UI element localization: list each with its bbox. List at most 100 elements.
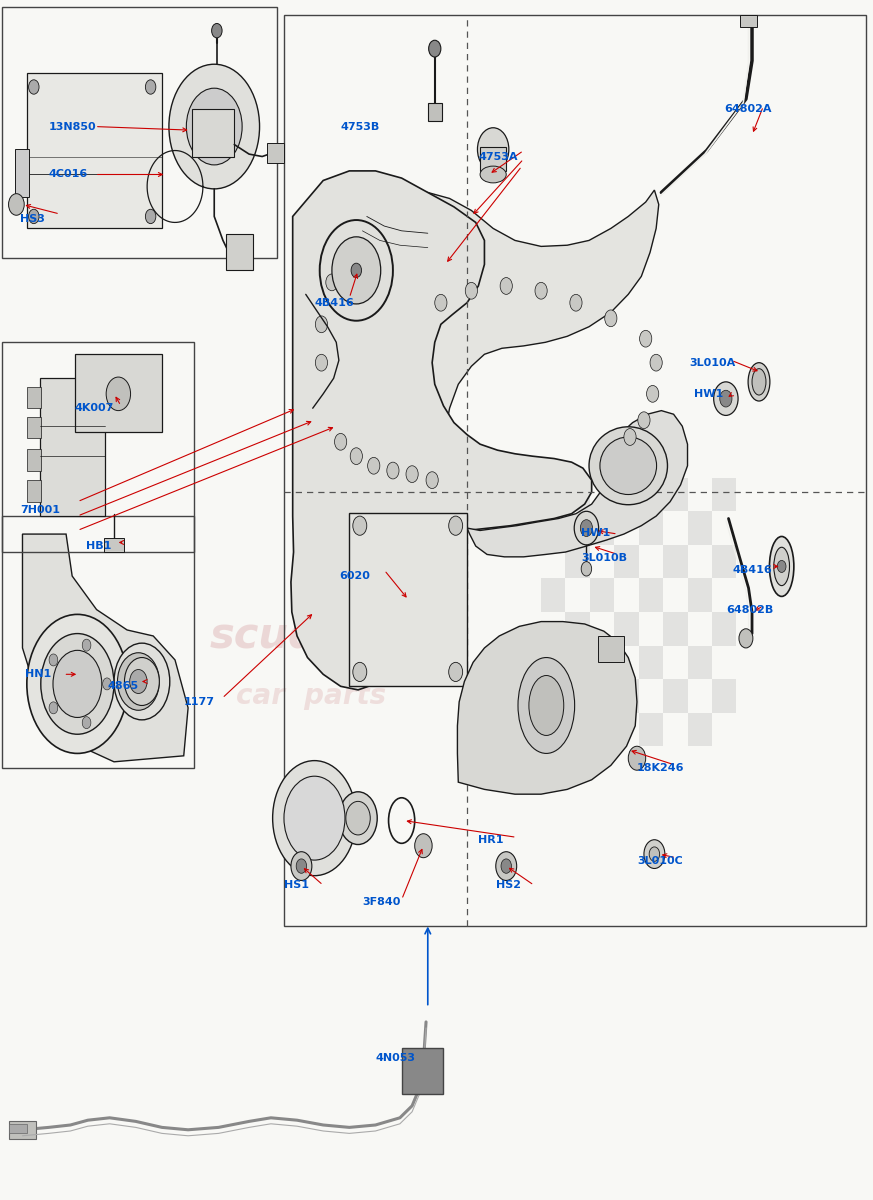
- Circle shape: [49, 702, 58, 714]
- Circle shape: [387, 462, 399, 479]
- Circle shape: [186, 88, 242, 164]
- Circle shape: [570, 294, 582, 311]
- Polygon shape: [321, 190, 659, 506]
- Bar: [27, 449, 41, 470]
- Circle shape: [574, 511, 599, 545]
- Circle shape: [320, 220, 393, 320]
- Bar: [688, 511, 711, 545]
- Bar: [27, 73, 162, 228]
- Circle shape: [650, 847, 660, 862]
- Bar: [688, 646, 711, 679]
- Bar: [27, 386, 41, 408]
- Text: 4N053: 4N053: [375, 1052, 416, 1063]
- Ellipse shape: [748, 362, 770, 401]
- Bar: [15, 149, 29, 197]
- Polygon shape: [467, 410, 688, 557]
- Text: 4K007: 4K007: [75, 403, 114, 413]
- Text: 3L010A: 3L010A: [690, 358, 736, 367]
- Bar: [663, 612, 688, 646]
- Circle shape: [353, 662, 367, 682]
- Ellipse shape: [480, 166, 506, 182]
- Text: 3F840: 3F840: [362, 898, 401, 907]
- Circle shape: [581, 520, 593, 536]
- Polygon shape: [291, 170, 592, 690]
- Bar: [688, 578, 711, 612]
- Circle shape: [351, 263, 361, 277]
- Circle shape: [284, 776, 345, 860]
- Circle shape: [211, 24, 222, 38]
- Bar: [615, 545, 639, 578]
- Circle shape: [339, 792, 377, 845]
- Bar: [10, 1121, 36, 1139]
- Circle shape: [500, 277, 512, 294]
- Circle shape: [118, 653, 160, 710]
- Text: scuderia: scuderia: [210, 614, 409, 656]
- Circle shape: [426, 472, 438, 488]
- Bar: [104, 538, 125, 552]
- Ellipse shape: [589, 427, 668, 505]
- Text: HB1: HB1: [86, 541, 112, 551]
- Bar: [590, 713, 615, 746]
- Ellipse shape: [769, 536, 794, 596]
- Circle shape: [449, 662, 463, 682]
- Bar: [566, 545, 590, 578]
- Circle shape: [581, 562, 592, 576]
- Circle shape: [465, 282, 478, 299]
- Circle shape: [406, 466, 418, 482]
- Circle shape: [435, 294, 447, 311]
- Circle shape: [146, 209, 156, 223]
- Bar: [711, 478, 736, 511]
- Circle shape: [29, 209, 39, 223]
- Circle shape: [146, 80, 156, 94]
- Circle shape: [326, 274, 338, 290]
- Bar: [739, 16, 757, 28]
- Bar: [27, 416, 41, 438]
- Circle shape: [739, 629, 753, 648]
- Circle shape: [82, 716, 91, 728]
- Bar: [663, 478, 688, 511]
- Bar: [688, 713, 711, 746]
- Bar: [541, 511, 566, 545]
- Circle shape: [9, 193, 24, 215]
- Circle shape: [41, 634, 114, 734]
- Bar: [225, 234, 253, 270]
- Circle shape: [334, 433, 347, 450]
- Bar: [615, 478, 639, 511]
- Text: 1177: 1177: [183, 697, 215, 707]
- Bar: [75, 354, 162, 432]
- Text: HW1: HW1: [694, 389, 723, 398]
- Circle shape: [713, 382, 738, 415]
- Bar: [3, 516, 194, 768]
- Bar: [266, 143, 284, 162]
- Bar: [711, 612, 736, 646]
- Circle shape: [168, 65, 259, 188]
- Text: 4B416: 4B416: [732, 565, 773, 575]
- Circle shape: [49, 654, 58, 666]
- Bar: [3, 7, 277, 258]
- Bar: [615, 679, 639, 713]
- Text: HS1: HS1: [284, 881, 309, 890]
- Bar: [639, 713, 663, 746]
- Polygon shape: [23, 534, 188, 762]
- Text: HN1: HN1: [25, 670, 52, 679]
- Bar: [192, 108, 234, 156]
- Circle shape: [644, 840, 665, 869]
- Circle shape: [777, 560, 786, 572]
- Circle shape: [125, 658, 160, 706]
- Circle shape: [272, 761, 356, 876]
- Text: 3L010B: 3L010B: [581, 553, 627, 563]
- Circle shape: [429, 41, 441, 58]
- Circle shape: [719, 390, 732, 407]
- Bar: [663, 545, 688, 578]
- Bar: [566, 679, 590, 713]
- Bar: [40, 378, 106, 516]
- Circle shape: [350, 448, 362, 464]
- Bar: [639, 511, 663, 545]
- Bar: [27, 480, 41, 502]
- Circle shape: [605, 310, 617, 326]
- Circle shape: [103, 678, 112, 690]
- Bar: [541, 578, 566, 612]
- Text: 13N850: 13N850: [49, 121, 96, 132]
- Circle shape: [449, 516, 463, 535]
- Text: 18K246: 18K246: [637, 763, 684, 773]
